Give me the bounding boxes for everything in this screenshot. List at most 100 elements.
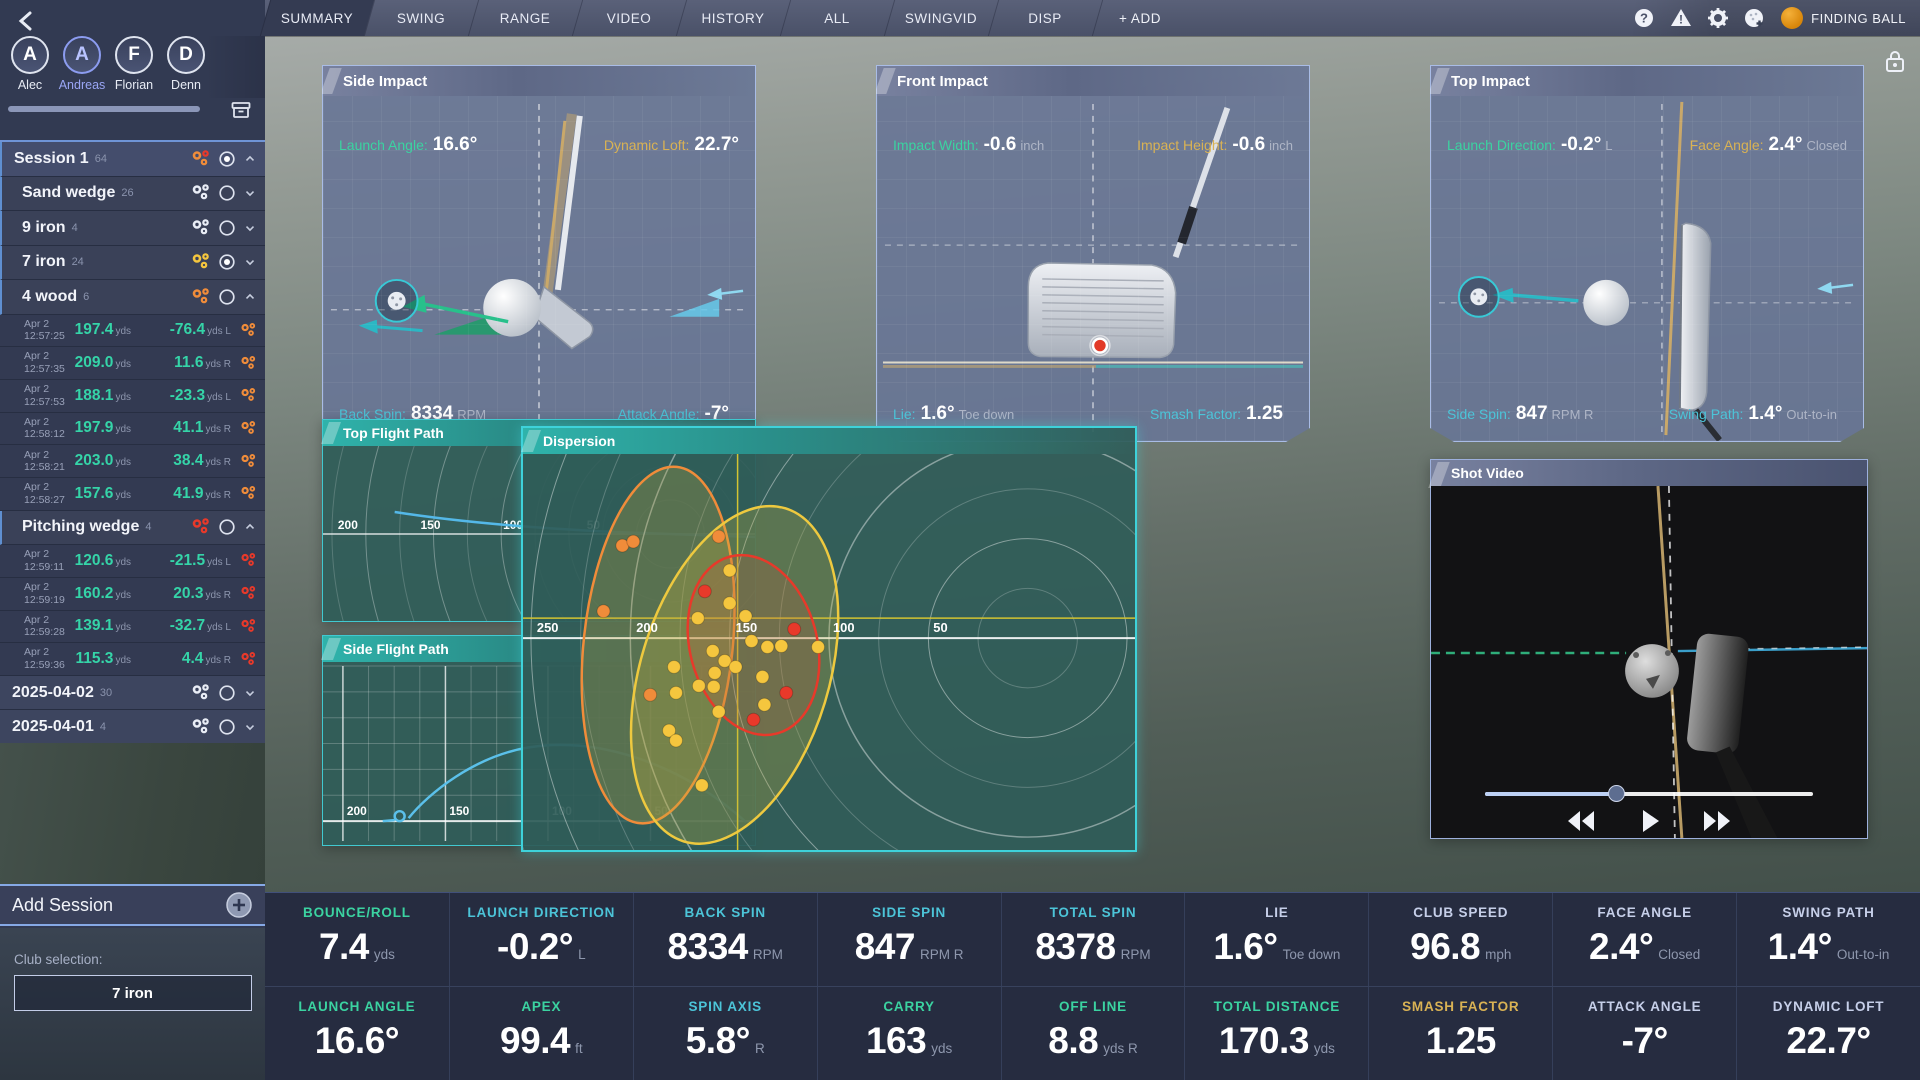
- stat-value: 1.25: [1425, 1020, 1497, 1061]
- radio-button[interactable]: [217, 287, 237, 307]
- shot-row[interactable]: Apr 2 12:59:28 139.1 yds -32.7 yds L: [0, 610, 265, 644]
- chevron-down-icon[interactable]: [243, 720, 257, 734]
- shot-row[interactable]: Apr 2 12:58:12 197.9 yds 41.1 yds R: [0, 412, 265, 446]
- chevron-down-icon[interactable]: [243, 686, 257, 700]
- player-denn[interactable]: D Denn: [160, 36, 212, 92]
- impact-stat-face-angle: Face Angle: 2.4° Closed: [1690, 134, 1847, 156]
- video-scrubber[interactable]: [1485, 785, 1813, 802]
- warning-icon[interactable]: !: [1670, 7, 1692, 29]
- radio-button[interactable]: [217, 218, 237, 238]
- archive-icon[interactable]: [229, 98, 253, 122]
- player-alec[interactable]: A Alec: [4, 36, 56, 92]
- topbar-actions: ? ! FINDING BALL: [1633, 0, 1920, 36]
- tree-item-9-iron[interactable]: 9 iron 4: [0, 211, 265, 246]
- ball-add-icon[interactable]: [1744, 7, 1766, 29]
- stat-apex: APEX 99.4 ft: [448, 987, 633, 1080]
- tree-item-label: Pitching wedge: [22, 518, 140, 536]
- radio-button[interactable]: [217, 149, 237, 169]
- stat-unit: yds: [931, 1041, 953, 1056]
- shot-row[interactable]: Apr 2 12:59:19 160.2 yds 20.3 yds R: [0, 577, 265, 611]
- radio-button[interactable]: [217, 717, 237, 737]
- stat-label: TOTAL SPIN: [1049, 905, 1137, 920]
- tree-item-count: 4: [71, 221, 78, 234]
- impact-stat-unit: Closed: [1806, 138, 1847, 153]
- chevron-down-icon[interactable]: [243, 221, 257, 235]
- shot-side-value: 41.9 yds R: [173, 484, 231, 502]
- stat-total-distance: TOTAL DISTANCE 170.3 yds: [1184, 987, 1368, 1080]
- tab-swing[interactable]: SWING: [369, 0, 473, 36]
- impact-stat-label: Side Spin:: [1447, 406, 1511, 422]
- stat-side-spin: SIDE SPIN 847 RPM R: [816, 893, 1001, 986]
- tab-all[interactable]: ALL: [785, 0, 889, 36]
- tab-disp[interactable]: DISP: [993, 0, 1097, 36]
- help-icon[interactable]: ?: [1633, 7, 1655, 29]
- tree-item-sand-wedge[interactable]: Sand wedge 26: [0, 176, 265, 211]
- player-name: Florian: [114, 78, 154, 92]
- settings-gear-icon[interactable]: [1707, 7, 1729, 29]
- chevron-down-icon[interactable]: [243, 186, 257, 200]
- front-impact-illustration: [877, 96, 1309, 441]
- dispersion-dot-pitching-wedge: [787, 622, 802, 637]
- lock-icon[interactable]: [1882, 48, 1908, 74]
- tree-item-2025-04-02[interactable]: 2025-04-02 30: [0, 675, 265, 711]
- impact-stat-value: -7°: [704, 403, 729, 424]
- stat-label: SPIN AXIS: [688, 999, 762, 1014]
- impact-stat-side-spin: Side Spin: 847 RPM R: [1447, 403, 1593, 425]
- add-session-plus-icon[interactable]: [225, 891, 253, 919]
- tab-swingvid[interactable]: SWINGVID: [889, 0, 993, 36]
- shot-row[interactable]: Apr 2 12:58:21 203.0 yds 38.4 yds R: [0, 445, 265, 478]
- tree-item-pitching-wedge[interactable]: Pitching wedge 4: [0, 510, 265, 546]
- player-florian[interactable]: F Florian: [108, 36, 160, 92]
- tree-item-4-wood[interactable]: 4 wood 6: [0, 280, 265, 315]
- tab-summary[interactable]: SUMMARY: [265, 0, 369, 36]
- stat-label: SWING PATH: [1782, 905, 1875, 920]
- shot-row[interactable]: Apr 2 12:57:53 188.1 yds -23.3 yds L: [0, 379, 265, 413]
- impact-stat-value: 1.6°: [920, 403, 955, 424]
- add-session-row[interactable]: Add Session: [0, 884, 265, 926]
- chevron-down-icon[interactable]: [243, 255, 257, 269]
- tab-video[interactable]: VIDEO: [577, 0, 681, 36]
- shot-row[interactable]: Apr 2 12:57:35 209.0 yds 11.6 yds R: [0, 347, 265, 380]
- impact-stat-unit: RPM R: [1551, 407, 1594, 422]
- shot-side-unit: yds L: [207, 622, 231, 634]
- dispersion-dot-7-iron: [669, 685, 683, 700]
- club-selection-button[interactable]: 7 iron: [13, 975, 252, 1011]
- stat-value: 5.8°: [685, 1020, 751, 1061]
- tree-item-7-iron[interactable]: 7 iron 24: [0, 245, 265, 280]
- shot-side-value: 38.4 yds R: [173, 452, 231, 470]
- shot-row[interactable]: Apr 2 12:59:11 120.6 yds -21.5 yds L: [0, 545, 265, 578]
- back-button[interactable]: [12, 6, 42, 36]
- impact-stat-launch-angle: Launch Angle: 16.6°: [339, 134, 477, 156]
- tree-item-2025-04-01[interactable]: 2025-04-01 4: [0, 710, 265, 745]
- sidebar: A Alec A Andreas F Florian D Denn Session 1 64 Sa…: [0, 0, 265, 1080]
- shot-side-unit: yds R: [205, 589, 231, 601]
- tab-history[interactable]: HISTORY: [681, 0, 785, 36]
- radio-button[interactable]: [217, 183, 237, 203]
- player-list-scrollbar[interactable]: [8, 106, 200, 112]
- stat-value: 8.8: [1048, 1020, 1099, 1061]
- player-name: Andreas: [58, 78, 106, 92]
- shot-row[interactable]: Apr 2 12:58:27 157.6 yds 41.9 yds R: [0, 477, 265, 511]
- dispersion-dot-7-iron: [738, 609, 753, 624]
- tree-item-session-1[interactable]: Session 1 64: [0, 142, 265, 177]
- radio-button[interactable]: [217, 517, 237, 537]
- stat-label: BOUNCE/ROLL: [303, 905, 411, 920]
- svg-text:200: 200: [338, 518, 358, 532]
- chevron-up-icon[interactable]: [243, 152, 257, 166]
- chevron-up-icon[interactable]: [243, 290, 257, 304]
- radio-button[interactable]: [217, 683, 237, 703]
- shot-row[interactable]: Apr 2 12:59:36 115.3 yds 4.4 yds R: [0, 643, 265, 676]
- shot-timestamp: Apr 2 12:57:53: [24, 383, 65, 408]
- play-button[interactable]: [1634, 808, 1664, 834]
- tab-range[interactable]: RANGE: [473, 0, 577, 36]
- shot-row[interactable]: Apr 2 12:57:25 197.4 yds -76.4 yds L: [0, 314, 265, 348]
- chevron-up-icon[interactable]: [243, 520, 257, 534]
- tab-add[interactable]: + ADD: [1097, 0, 1183, 36]
- player-andreas[interactable]: A Andreas: [56, 36, 108, 92]
- radio-button[interactable]: [217, 252, 237, 272]
- video-scrubber-handle[interactable]: [1608, 785, 1626, 802]
- rewind-button[interactable]: [1566, 808, 1596, 834]
- stat-spin-axis: SPIN AXIS 5.8° R: [632, 987, 817, 1080]
- fast-forward-button[interactable]: [1702, 808, 1732, 834]
- tree-item-count: 4: [99, 721, 106, 734]
